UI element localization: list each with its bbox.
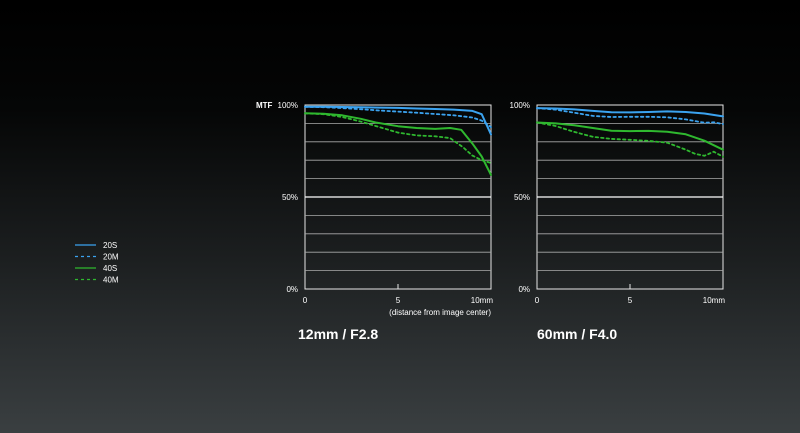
chart-title: 12mm / F2.8 [298, 326, 378, 342]
grid [304, 104, 492, 290]
y-tick-label: 50% [514, 193, 530, 202]
y-tick-labels: 0% 50% 100% [510, 101, 530, 294]
legend-label-20m: 20M [103, 253, 119, 262]
series-20s [536, 107, 724, 118]
x-tick-label: 5 [628, 296, 633, 305]
chart-title: 60mm / F4.0 [537, 326, 617, 342]
legend: 20S 20M 40S 40M [75, 241, 119, 285]
series-40m [536, 121, 724, 158]
legend-label-20s: 20S [103, 241, 117, 250]
y-tick-label: 0% [286, 285, 298, 294]
x-axis-label: (distance from image center) [389, 308, 491, 317]
y-axis-label: MTF [256, 101, 273, 110]
series-lines [536, 107, 724, 158]
y-tick-label: 100% [278, 101, 298, 110]
series-20s [304, 105, 492, 136]
series-20m [304, 105, 492, 128]
series-lines [304, 105, 492, 176]
legend-label-40s: 40S [103, 264, 117, 273]
y-tick-label: 0% [518, 285, 530, 294]
y-tick-label: 100% [510, 101, 530, 110]
x-tick-labels: 0 5 10mm [303, 296, 494, 305]
x-tick-labels: 0 5 10mm [535, 296, 726, 305]
x-tick-label: 5 [396, 296, 401, 305]
series-20m [536, 107, 724, 125]
series-40s [536, 121, 724, 151]
x-tick-label: 10mm [703, 296, 726, 305]
grid [536, 104, 724, 290]
x-tick-label: 0 [535, 296, 540, 305]
chart-60mm: 0% 50% 100% 0 5 10mm 60mm / F4.0 [510, 101, 726, 342]
series-40m [304, 112, 492, 164]
y-tick-labels: 0% 50% 100% [278, 101, 298, 294]
x-tick-label: 0 [303, 296, 308, 305]
chart-12mm: MTF 0% 50% 100% 0 5 10mm (distance from imag… [256, 101, 493, 342]
y-tick-label: 50% [282, 193, 298, 202]
legend-label-40m: 40M [103, 276, 119, 285]
series-40s [304, 112, 492, 176]
x-tick-label: 10mm [471, 296, 494, 305]
